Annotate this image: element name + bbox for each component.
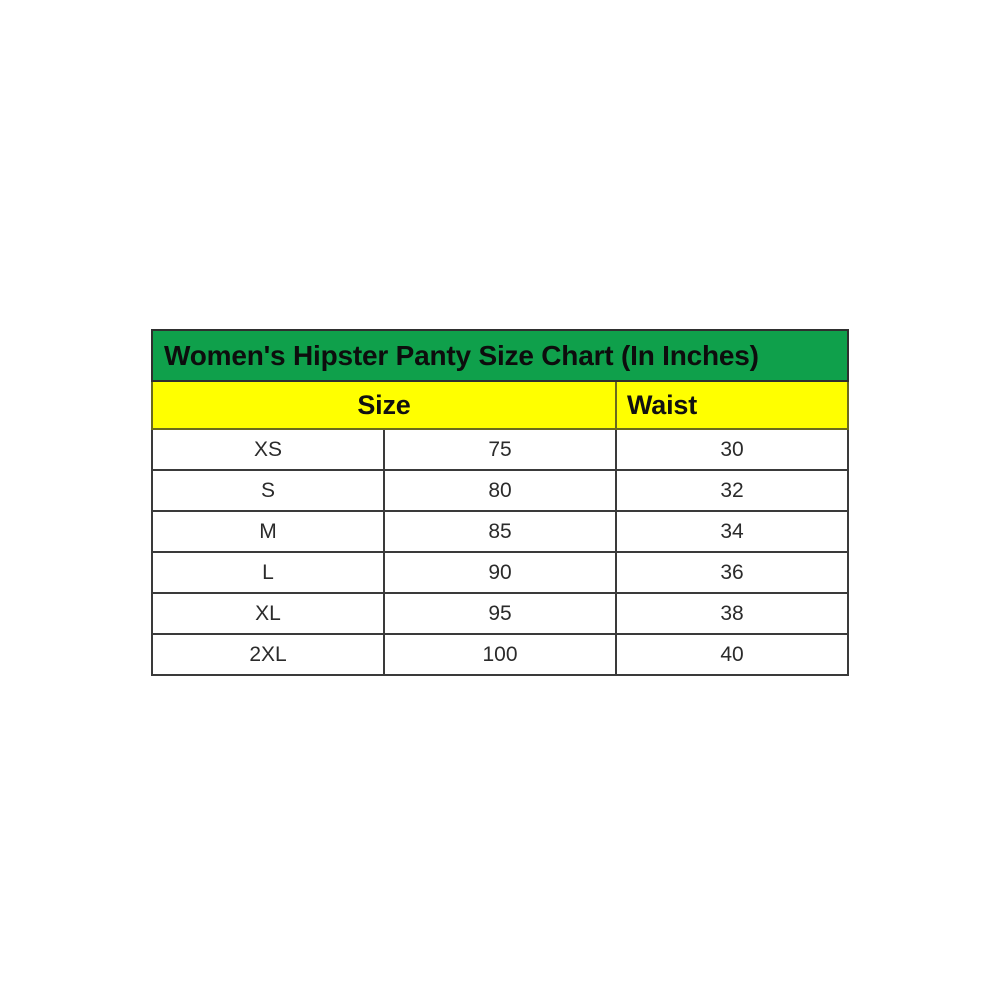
cell-size-value: 85 — [383, 510, 617, 553]
table-row: XS 75 30 — [151, 428, 849, 471]
column-header-waist-label: Waist — [627, 389, 698, 420]
table-row: 2XL 100 40 — [151, 633, 849, 676]
size-label-text: 2XL — [249, 642, 287, 666]
cell-waist-value: 32 — [615, 469, 849, 512]
size-label-text: XS — [253, 437, 282, 461]
table-row: S 80 32 — [151, 469, 849, 512]
cell-waist-value: 36 — [615, 551, 849, 594]
chart-title-cell: Women's Hipster Panty Size Chart (In Inc… — [151, 329, 849, 382]
column-header-size-label: Size — [357, 389, 411, 420]
table-row: L 90 36 — [151, 551, 849, 594]
cell-size-value: 80 — [383, 469, 617, 512]
size-chart-container: Women's Hipster Panty Size Chart (In Inc… — [151, 329, 849, 676]
cell-waist-value: 30 — [615, 428, 849, 471]
cell-size-value: 100 — [383, 633, 617, 676]
column-header-size: Size — [151, 380, 617, 430]
cell-waist-value: 40 — [615, 633, 849, 676]
cell-size-value: 90 — [383, 551, 617, 594]
size-label-text: XL — [255, 601, 281, 625]
size-value-text: 85 — [488, 519, 512, 543]
waist-value-text: 36 — [720, 560, 744, 584]
table-row: XL 95 38 — [151, 592, 849, 635]
size-chart-body: Women's Hipster Panty Size Chart (In Inc… — [151, 329, 849, 676]
page-title: Women's Hipster Panty Size Chart (In Inc… — [164, 339, 759, 371]
size-value-text: 90 — [488, 560, 512, 584]
waist-value-text: 32 — [720, 478, 744, 502]
cell-size-label: XS — [151, 428, 385, 471]
chart-title-row: Women's Hipster Panty Size Chart (In Inc… — [151, 329, 849, 382]
size-label-text: S — [260, 478, 275, 502]
chart-header-row: Size Waist — [151, 380, 849, 430]
size-chart-table: Women's Hipster Panty Size Chart (In Inc… — [151, 329, 849, 676]
size-label-text: L — [262, 560, 274, 584]
waist-value-text: 40 — [720, 642, 744, 666]
size-label-text: M — [259, 519, 277, 543]
cell-size-label: M — [151, 510, 385, 553]
cell-size-label: 2XL — [151, 633, 385, 676]
size-value-text: 95 — [488, 601, 512, 625]
cell-waist-value: 38 — [615, 592, 849, 635]
size-value-text: 100 — [482, 642, 518, 666]
waist-value-text: 38 — [720, 601, 744, 625]
size-value-text: 80 — [488, 478, 512, 502]
cell-size-label: L — [151, 551, 385, 594]
table-row: M 85 34 — [151, 510, 849, 553]
column-header-waist: Waist — [615, 380, 849, 430]
size-value-text: 75 — [488, 437, 512, 461]
cell-size-value: 75 — [383, 428, 617, 471]
cell-size-label: S — [151, 469, 385, 512]
cell-size-value: 95 — [383, 592, 617, 635]
waist-value-text: 34 — [720, 519, 744, 543]
waist-value-text: 30 — [720, 437, 744, 461]
cell-waist-value: 34 — [615, 510, 849, 553]
cell-size-label: XL — [151, 592, 385, 635]
